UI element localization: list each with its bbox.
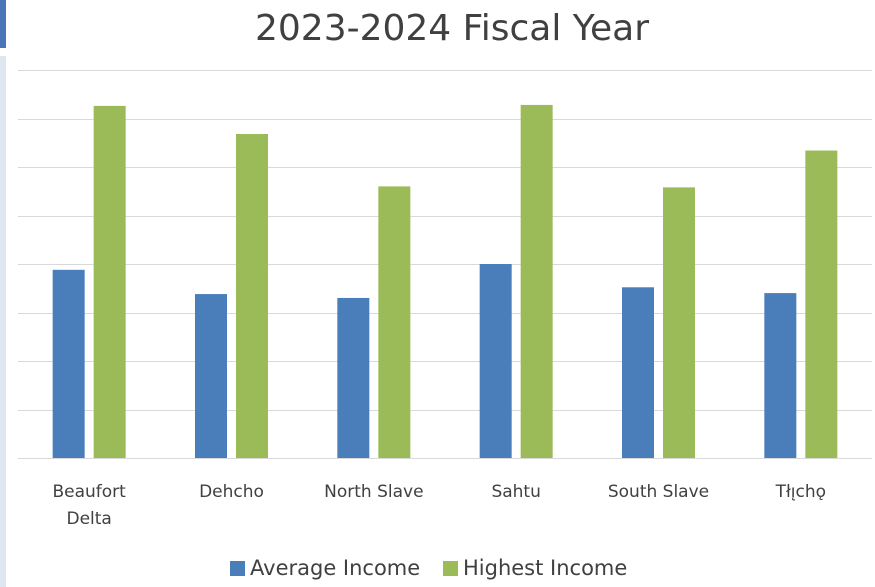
chart-title: 2023-2024 Fiscal Year	[255, 8, 649, 49]
bar-average-income-0	[52, 269, 85, 458]
edge-strip-accent	[0, 0, 6, 48]
bar-highest-income-5	[805, 150, 838, 458]
x-tick-label: Sahtu	[491, 482, 540, 502]
legend-swatch-average-income	[230, 561, 245, 576]
bar-highest-income-3	[520, 104, 553, 459]
gridlines	[18, 70, 872, 459]
bar-average-income-4	[622, 287, 654, 458]
x-tick-label: Beaufort Delta	[52, 482, 126, 529]
bar-average-income-3	[479, 264, 512, 458]
bar-highest-income-0	[93, 105, 126, 458]
bar-highest-income-2	[378, 186, 411, 458]
bar-average-income-1	[195, 294, 227, 458]
bar-highest-income-1	[236, 134, 268, 458]
edge-strip	[0, 56, 6, 587]
legend-label-highest-income: Highest Income	[463, 556, 627, 580]
x-tick-label: South Slave	[608, 482, 709, 502]
x-tick-label: Dehcho	[199, 482, 264, 502]
legend-swatch-highest-income	[443, 561, 458, 576]
legend: Average Income Highest Income	[230, 556, 627, 580]
bar-highest-income-4	[663, 187, 695, 458]
x-tick-label: Tłı̨chǫ	[775, 482, 826, 502]
x-tick-label: North Slave	[324, 482, 423, 502]
bars	[52, 104, 838, 459]
x-axis-tick-labels: Beaufort Delta Dehcho North Slave Sahtu South…	[52, 482, 826, 529]
bar-average-income-2	[337, 297, 370, 458]
bar-average-income-5	[764, 293, 797, 458]
legend-label-average-income: Average Income	[250, 556, 420, 580]
